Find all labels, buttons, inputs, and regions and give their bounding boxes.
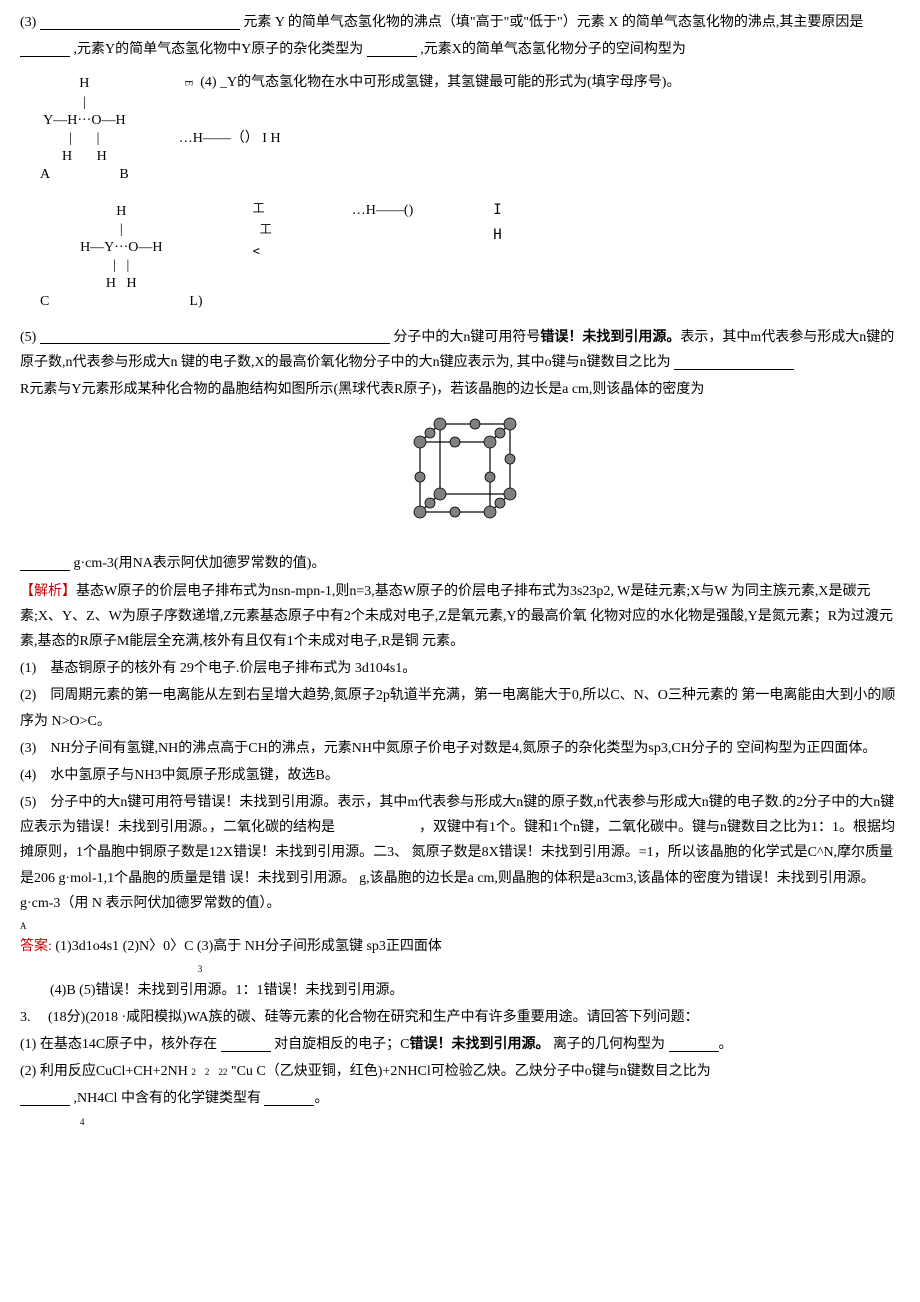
answer-1: (1)3d1o4s1 (2)N〉0〉C (3)高于 NH分子间形成氢键 sp3正… xyxy=(55,939,442,954)
blank xyxy=(20,1092,70,1106)
blank xyxy=(674,356,794,370)
hbond-CD-text: …H——（） I H xyxy=(179,126,900,151)
q3-prefix: (3) xyxy=(20,15,36,30)
question-new-3: 3. (18分)(2018 ·咸阳模拟)WA族的碳、硅等元素的化合物在研究和生产… xyxy=(20,1005,900,1030)
question-new-3-2b: ,NH4Cl 中含有的化学键类型有 。 xyxy=(20,1086,900,1111)
blank xyxy=(40,330,390,344)
q3-text-a: 元素 Y 的简单气态氢化物的沸点（填"高于"或"低于"）元素 X 的简单气态氢化… xyxy=(243,15,863,30)
sol-5: (5) 分子中的大n键可用符号错误！未找到引用源。表示，其中m代表参与形成大n键… xyxy=(20,790,900,916)
q5-text-a: 分子中的大n键可用符号 xyxy=(393,330,540,345)
question-3: (3) 元素 Y 的简单气态氢化物的沸点（填"高于"或"低于"）元素 X 的简单… xyxy=(20,10,900,35)
crystal-svg xyxy=(400,412,520,532)
hbond-IH: I H xyxy=(493,198,501,248)
error-ref: 错误！未找到引用源。 xyxy=(540,330,680,345)
blank xyxy=(20,43,70,57)
question-6: R元素与Y元素形成某种化合物的晶胞结构如图所示(黑球代表R原子)，若该晶胞的边长… xyxy=(20,377,900,402)
small-glyph: 工 工 < xyxy=(253,198,272,263)
question-new-3-2: (2) 利用反应CuCl+CH+2NH 2 2 22 "Cu C（乙炔亚铜，红色… xyxy=(20,1059,900,1084)
q4-side-text: E (4) _Y的气态氢化物在水中可形成氢键，其氢键最可能的形式为(填字母序号)… xyxy=(149,70,900,150)
solution-label: 【解析】 xyxy=(20,584,76,599)
sol-4: (4) 水中氢原子与NH3中氮原子形成氢键，故选B。 xyxy=(20,763,900,788)
sol-1: (1) 基态铜原子的核外有 29个电子.价层电子排布式为 3d104s1。 xyxy=(20,656,900,681)
blank xyxy=(40,16,240,30)
question-5: (5) 分子中的大n键可用符号错误！未找到引用源。表示，其中m代表参与形成大n键… xyxy=(20,325,900,375)
diagram-row-1: H | Y—H···O—H | | H H A B E (4) _Y的气态氢化物… xyxy=(20,70,900,189)
tiny-4: 4 xyxy=(20,1114,900,1130)
question-3-cont: ,元素Y的简单气态氢化物中Y原子的杂化类型为 ,元素X的简单气态氢化物分子的空间… xyxy=(20,37,900,62)
crystal-diagram xyxy=(20,412,900,541)
tiny-3: 3 xyxy=(20,961,380,977)
question-new-3-1: (1) 在基态14C原子中，核外存在 对自旋相反的电子；C错误！未找到引用源。 … xyxy=(20,1032,900,1057)
error-ref: 错误！未找到引用源。 xyxy=(410,1037,550,1052)
q3-text-b: ,元素Y的简单气态氢化物中Y原子的杂化类型为 xyxy=(74,42,364,57)
blank xyxy=(367,43,417,57)
solution-block: 【解析】基态W原子的价层电子排布式为nsn-mpn-1,则n=3,基态W原子的价… xyxy=(20,579,900,655)
solution-para: 基态W原子的价层电子排布式为nsn-mpn-1,则n=3,基态W原子的价层电子排… xyxy=(20,584,893,649)
blank xyxy=(20,557,70,571)
question-6-tail: g·cm-3(用NA表示阿伏加德罗常数的值)。 xyxy=(20,551,900,576)
hbond-diagram-A: H | Y—H···O—H | | H H A B xyxy=(20,70,149,189)
blank xyxy=(221,1038,271,1052)
answer-block: 答案: (1)3d1o4s1 (2)N〉0〉C (3)高于 NH分子间形成氢键 … xyxy=(20,934,900,959)
q3-text-c: ,元素X的简单气态氢化物分子的空间构型为 xyxy=(420,42,686,57)
blank xyxy=(669,1038,719,1052)
q5-prefix: (5) xyxy=(20,330,36,345)
answer-2: (4)B (5)错误！未找到引用源。1：1错误！未找到引用源。 xyxy=(20,978,900,1003)
hbond-DL-wrap: 工 工 < …H——() I H xyxy=(223,198,900,263)
sol-2: (2) 同周期元素的第一电离能从左到右呈增大趋势,氮原子2p轨道半充满，第一电离… xyxy=(20,683,900,733)
blank xyxy=(264,1092,314,1106)
hbond-diagram-C: H | H—Y···O—H | | H H C L) xyxy=(20,198,223,317)
tiny-A: A xyxy=(20,918,900,934)
answer-label: 答案: xyxy=(20,939,52,954)
diagram-row-2: H | H—Y···O—H | | H H C L) 工 工 < …H——() … xyxy=(20,198,900,317)
hbond-DL: …H——() xyxy=(352,198,413,223)
sol-3: (3) NH分子间有氢键,NH的沸点高于CH的沸点，元素NH中氮原子价电子对数是… xyxy=(20,736,900,761)
